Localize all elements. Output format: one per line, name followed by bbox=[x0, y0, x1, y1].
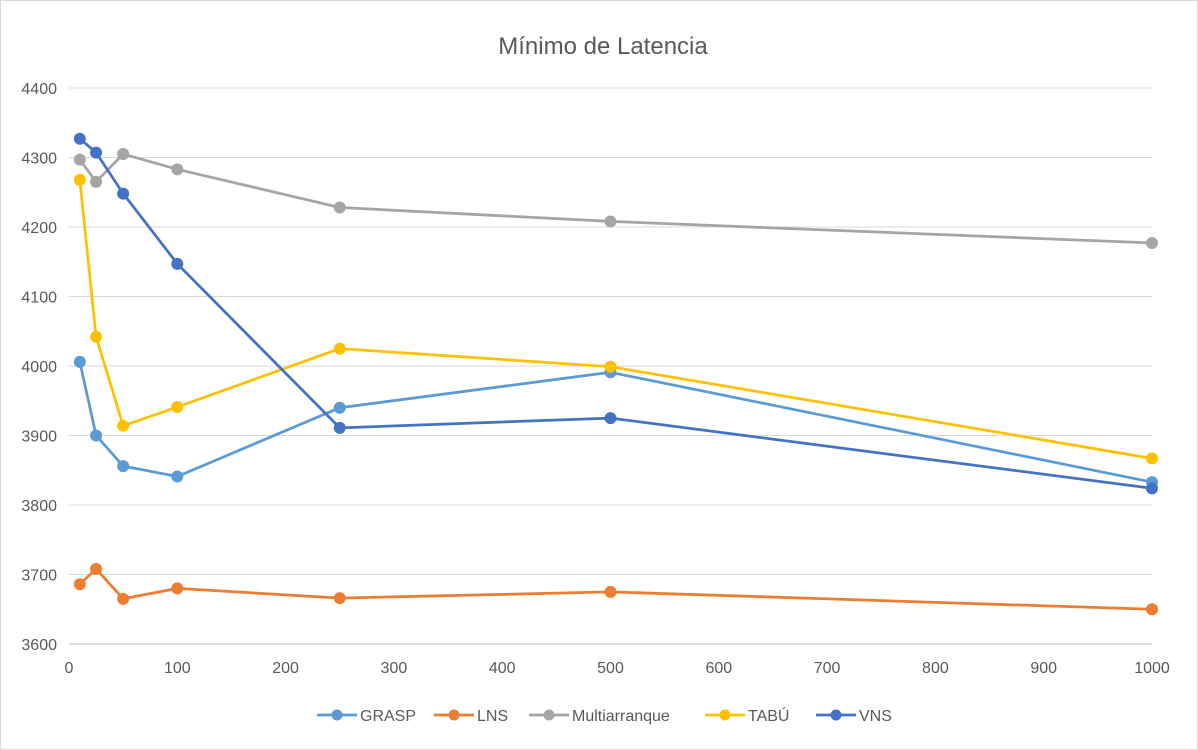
data-point bbox=[604, 215, 617, 228]
series-line bbox=[78, 360, 1154, 484]
legend-marker bbox=[719, 709, 731, 721]
data-point bbox=[333, 342, 346, 355]
legend-label: GRASP bbox=[360, 708, 416, 725]
data-point bbox=[117, 187, 130, 200]
data-point bbox=[117, 419, 130, 432]
series-vns bbox=[73, 132, 1158, 495]
axes: 3600 3700 3800 3900 4000 4100 4200 4300 4400 0 100… bbox=[21, 81, 1169, 677]
data-point bbox=[333, 421, 346, 434]
data-point bbox=[73, 355, 86, 368]
x-tick-label: 300 bbox=[381, 660, 408, 677]
y-tick-label: 3600 bbox=[21, 637, 57, 654]
legend-label: TABÚ bbox=[748, 706, 789, 725]
data-point bbox=[333, 592, 346, 605]
y-tick-label: 4300 bbox=[21, 151, 57, 168]
data-point bbox=[604, 360, 617, 373]
y-tick-label: 3900 bbox=[21, 429, 57, 446]
legend-item: Multiarranque bbox=[529, 708, 670, 725]
x-tick-label: 900 bbox=[1030, 660, 1057, 677]
data-point bbox=[171, 582, 184, 595]
data-point bbox=[73, 578, 86, 591]
data-point bbox=[90, 146, 103, 159]
x-tick-label: 400 bbox=[489, 660, 516, 677]
legend-item: VNS bbox=[816, 708, 892, 725]
data-point bbox=[171, 257, 184, 270]
data-point bbox=[90, 330, 103, 343]
legend-label: VNS bbox=[859, 708, 892, 725]
data-point bbox=[333, 401, 346, 414]
data-point bbox=[117, 148, 130, 161]
x-tick-label: 1000 bbox=[1134, 660, 1170, 677]
legend-marker bbox=[830, 709, 842, 721]
series-group bbox=[73, 132, 1158, 616]
legend-label: LNS bbox=[477, 708, 508, 725]
legend: GRASP LNS Multiarranque TABÚ VNS bbox=[317, 706, 892, 725]
series-line bbox=[78, 152, 1154, 245]
data-point bbox=[90, 175, 103, 188]
data-point bbox=[73, 132, 86, 145]
legend-item: TABÚ bbox=[705, 706, 789, 725]
data-point bbox=[171, 470, 184, 483]
data-point bbox=[1146, 482, 1158, 495]
data-point bbox=[604, 412, 617, 425]
y-tick-label: 4400 bbox=[21, 81, 57, 98]
data-point bbox=[1146, 236, 1158, 249]
data-point bbox=[333, 201, 346, 214]
x-tick-label: 100 bbox=[164, 660, 191, 677]
legend-marker bbox=[543, 709, 555, 721]
data-point bbox=[604, 585, 617, 598]
series-multiarranque bbox=[73, 148, 1158, 249]
x-tick-label: 800 bbox=[922, 660, 949, 677]
legend-item: GRASP bbox=[317, 708, 416, 725]
legend-marker bbox=[448, 709, 460, 721]
gridlines bbox=[69, 87, 1152, 575]
data-point bbox=[90, 429, 103, 442]
y-tick-label: 4100 bbox=[21, 290, 57, 307]
data-point bbox=[90, 562, 103, 575]
legend-marker bbox=[331, 709, 343, 721]
data-point bbox=[171, 401, 184, 414]
data-point bbox=[171, 163, 184, 176]
series-tabú bbox=[73, 173, 1158, 465]
y-tick-label: 4000 bbox=[21, 359, 57, 376]
legend-item: LNS bbox=[434, 708, 508, 725]
data-point bbox=[73, 173, 86, 186]
x-tick-label: 0 bbox=[65, 660, 74, 677]
y-tick-label: 4200 bbox=[21, 220, 57, 237]
x-tick-label: 500 bbox=[597, 660, 624, 677]
series-lns bbox=[73, 562, 1158, 616]
x-tick-label: 200 bbox=[272, 660, 299, 677]
data-point bbox=[117, 592, 130, 605]
y-tick-label: 3700 bbox=[21, 568, 57, 585]
data-point bbox=[117, 460, 130, 473]
legend-label: Multiarranque bbox=[572, 708, 670, 725]
x-tick-label: 600 bbox=[705, 660, 732, 677]
x-tick-label: 700 bbox=[814, 660, 841, 677]
data-point bbox=[73, 153, 86, 166]
data-point bbox=[1146, 452, 1158, 465]
chart-title: Mínimo de Latencia bbox=[498, 33, 708, 60]
data-point bbox=[1146, 603, 1158, 616]
y-tick-label: 3800 bbox=[21, 498, 57, 515]
